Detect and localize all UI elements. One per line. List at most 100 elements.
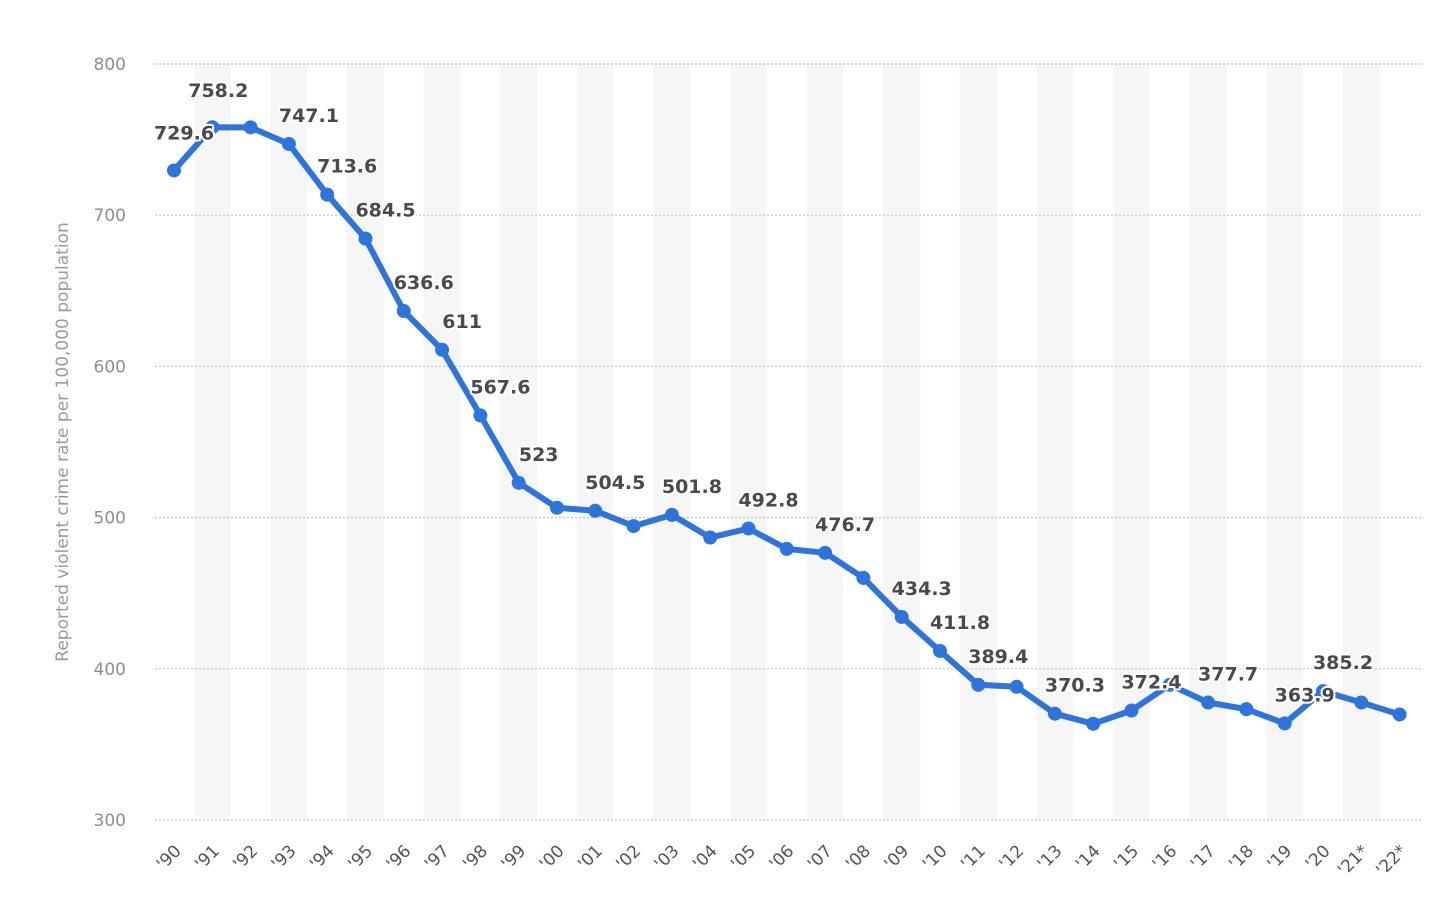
data-point[interactable] [588, 503, 603, 518]
data-point[interactable] [358, 231, 373, 246]
x-tick-label: '05 [727, 841, 760, 874]
column-band [730, 64, 767, 820]
column-band [1342, 64, 1380, 820]
data-label: 389.4 [968, 646, 1028, 668]
x-tick-label: '02 [612, 841, 645, 874]
y-tick-label: 800 [94, 55, 126, 75]
column-band [1036, 64, 1074, 820]
x-tick-label: '01 [574, 841, 607, 874]
data-point[interactable] [243, 120, 258, 135]
data-point[interactable] [1162, 677, 1177, 692]
data-point[interactable] [1354, 695, 1369, 710]
x-tick-label: '13 [1034, 841, 1067, 874]
data-point[interactable] [626, 519, 641, 534]
data-label: 363.9 [1275, 684, 1335, 706]
x-tick-label: '11 [957, 841, 990, 874]
column-band [1113, 64, 1150, 820]
x-tick-label: '18 [1225, 841, 1258, 874]
x-tick-label: '20 [1302, 841, 1335, 874]
x-tick-label: '92 [229, 841, 262, 874]
data-point[interactable] [1124, 703, 1139, 718]
x-tick-label: '96 [383, 841, 416, 874]
data-point[interactable] [894, 609, 909, 624]
data-points [167, 120, 1407, 731]
data-point[interactable] [205, 120, 220, 135]
x-tick-label: '08 [842, 841, 875, 874]
data-point[interactable] [1239, 702, 1254, 717]
y-tick-label: 600 [94, 357, 126, 377]
x-tick-label: '07 [804, 841, 837, 874]
x-tick-label: '12 [995, 841, 1028, 874]
data-point[interactable] [1086, 716, 1101, 731]
data-point[interactable] [1009, 679, 1024, 694]
data-point[interactable] [818, 545, 833, 560]
data-label: 372.4 [1121, 672, 1181, 694]
x-tick-label: '95 [344, 841, 377, 874]
column-band [270, 64, 308, 820]
data-label: 684.5 [355, 200, 415, 222]
x-tick-label: '93 [268, 841, 301, 874]
column-band [883, 64, 921, 820]
data-label: 523 [519, 444, 559, 466]
x-tick-label: '04 [689, 841, 722, 874]
data-label: 492.8 [738, 489, 798, 511]
data-point[interactable] [664, 507, 679, 522]
x-tick-label: '10 [919, 841, 952, 874]
data-label: 434.3 [892, 578, 952, 600]
y-tick-label: 400 [94, 660, 126, 680]
data-point[interactable] [320, 187, 335, 202]
column-band [193, 64, 231, 820]
column-band [1266, 64, 1304, 820]
y-tick-label: 500 [94, 509, 126, 529]
data-label: 729.6 [154, 122, 214, 144]
data-point[interactable] [741, 521, 756, 536]
x-tick-label: '16 [1149, 841, 1182, 874]
x-tick-label: '06 [766, 841, 799, 874]
data-label: 411.8 [930, 612, 990, 634]
column-band [423, 64, 461, 820]
column-band [653, 64, 691, 820]
column-band [500, 64, 538, 820]
data-point[interactable] [511, 475, 526, 490]
data-point[interactable] [856, 570, 871, 585]
data-point[interactable] [1277, 716, 1292, 731]
data-point[interactable] [396, 304, 411, 319]
data-point[interactable] [435, 342, 450, 357]
data-point[interactable] [167, 163, 181, 178]
data-point[interactable] [473, 408, 488, 423]
x-tick-label: '22* [1372, 841, 1411, 880]
column-band [959, 64, 997, 820]
column-band [576, 64, 614, 820]
data-point[interactable] [281, 136, 296, 151]
data-label: 758.2 [188, 80, 248, 102]
data-label: 385.2 [1313, 652, 1373, 674]
x-tick-label: '03 [651, 841, 684, 874]
x-tick-label: '17 [1187, 841, 1220, 874]
x-tick-label: '15 [1110, 841, 1143, 874]
data-label: 747.1 [279, 105, 339, 127]
data-label: 567.6 [470, 376, 530, 398]
data-point[interactable] [1392, 707, 1407, 722]
data-point[interactable] [550, 500, 564, 515]
data-point[interactable] [779, 541, 794, 556]
y-tick-label: 700 [94, 206, 126, 226]
y-axis-ticks: 300 400 500 600 700 800 [94, 55, 126, 831]
data-label: 476.7 [815, 514, 875, 536]
data-label: 501.8 [662, 476, 722, 498]
data-labels: 729.6 758.2 747.1 713.6 684.5 636.6 611 567.6 52… [152, 78, 1375, 708]
data-label: 713.6 [317, 156, 377, 178]
x-tick-label: '19 [1263, 841, 1296, 874]
data-point[interactable] [703, 530, 718, 545]
data-point[interactable] [971, 677, 986, 692]
data-point[interactable] [1316, 684, 1330, 699]
gridlines [155, 63, 1423, 821]
x-tick-label: '14 [1072, 841, 1105, 874]
data-point[interactable] [1201, 695, 1216, 710]
column-band [347, 64, 384, 820]
data-point[interactable] [933, 643, 947, 658]
data-label: 636.6 [394, 272, 454, 294]
data-point[interactable] [1047, 706, 1062, 721]
x-tick-label: '21* [1334, 841, 1373, 880]
